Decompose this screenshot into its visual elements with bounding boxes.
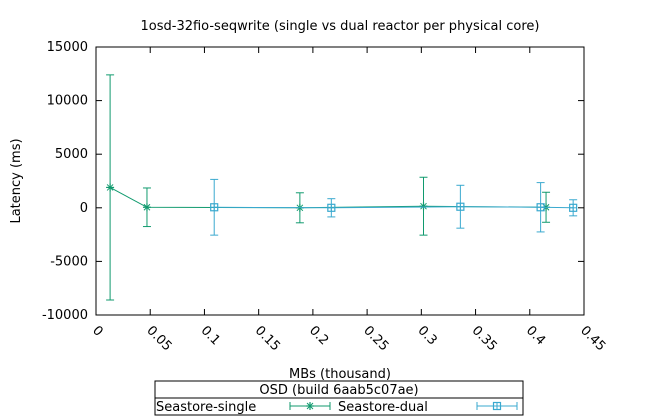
- legend-title: OSD (build 6aab5c07ae): [259, 383, 418, 398]
- data-point: [210, 203, 219, 212]
- y-axis-label: Latency (ms): [9, 138, 24, 223]
- data-point: [142, 203, 151, 212]
- y-tick-label: -10000: [42, 308, 88, 323]
- data-point: [536, 203, 545, 212]
- x-axis: 0 0.05 0.1 0.15 0.2 0.25 0.3 0.35 0.4 0.45: [89, 47, 608, 354]
- y-tick-label: -5000: [50, 254, 88, 269]
- x-tick-label: 0.45: [577, 323, 608, 354]
- x-tick-label: 0.3: [415, 323, 440, 348]
- data-point: [106, 183, 115, 192]
- chart-title: 1osd-32fio-seqwrite (single vs dual reac…: [141, 19, 540, 34]
- x-tick-label: 0: [89, 323, 105, 339]
- legend-entries-box: [154, 397, 524, 416]
- data-point: [456, 202, 465, 211]
- x-tick-label: 0.15: [252, 323, 283, 354]
- y-tick-label: 10000: [47, 94, 88, 109]
- data-point: [327, 203, 336, 212]
- series-layer: [106, 74, 578, 301]
- x-tick-label: 0.35: [469, 323, 500, 354]
- legend-sample-single: [289, 402, 331, 410]
- x-tick-label: 0.4: [523, 323, 548, 348]
- series-line: [214, 206, 574, 209]
- series-single: [106, 74, 551, 301]
- data-point: [419, 202, 428, 211]
- plot-frame: [95, 46, 585, 316]
- y-tick-label: 15000: [47, 40, 88, 55]
- y-axis: -10000 -5000 0 5000 10000 15000: [42, 40, 584, 323]
- y-tick-label: 0: [80, 201, 88, 216]
- series-dual: [210, 178, 578, 236]
- y-tick-label: 5000: [55, 147, 88, 162]
- x-tick-label: 0.2: [306, 323, 331, 348]
- x-tick-label: 0.25: [360, 323, 391, 354]
- legend-label-dual: Seastore-dual: [338, 400, 428, 415]
- x-tick-label: 0.05: [143, 323, 174, 354]
- x-tick-label: 0.1: [198, 323, 223, 348]
- x-axis-label: MBs (thousand): [289, 367, 391, 382]
- legend-sample-dual: [476, 401, 518, 411]
- data-point: [569, 203, 578, 212]
- legend: OSD (build 6aab5c07ae) Seastore-single S…: [154, 380, 524, 416]
- legend-label-single: Seastore-single: [156, 400, 256, 415]
